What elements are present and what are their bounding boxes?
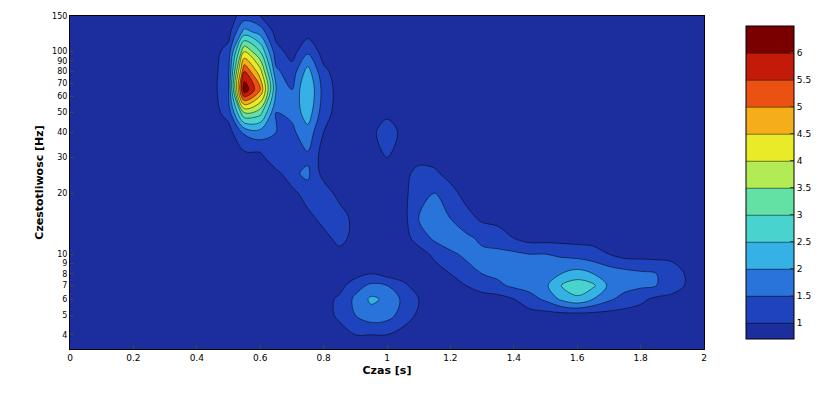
svg-text:40: 40 (57, 128, 67, 137)
svg-text:9: 9 (62, 259, 67, 268)
svg-text:20: 20 (57, 189, 67, 198)
svg-text:2: 2 (797, 264, 803, 274)
svg-text:6: 6 (797, 48, 803, 58)
svg-text:8: 8 (62, 270, 67, 279)
svg-text:3: 3 (797, 210, 803, 220)
svg-text:1.4: 1.4 (507, 353, 522, 363)
svg-text:1.8: 1.8 (633, 353, 648, 363)
svg-text:0.2: 0.2 (126, 353, 140, 363)
svg-text:1.6: 1.6 (570, 353, 585, 363)
svg-text:6: 6 (62, 295, 67, 304)
svg-text:1: 1 (384, 353, 390, 363)
svg-text:30: 30 (57, 153, 67, 162)
svg-text:4.5: 4.5 (797, 129, 811, 139)
svg-text:5: 5 (797, 102, 803, 112)
svg-text:2: 2 (701, 353, 707, 363)
svg-text:Czestotliwosc [Hz]: Czestotliwosc [Hz] (33, 125, 46, 239)
svg-text:80: 80 (57, 67, 67, 76)
svg-text:100: 100 (52, 47, 67, 56)
svg-text:4: 4 (797, 156, 803, 166)
svg-text:0.4: 0.4 (190, 353, 205, 363)
svg-text:1.2: 1.2 (443, 353, 457, 363)
svg-text:3.5: 3.5 (797, 183, 811, 193)
svg-text:90: 90 (57, 57, 67, 66)
svg-text:7: 7 (62, 281, 67, 290)
svg-text:10: 10 (57, 250, 67, 259)
svg-text:60: 60 (57, 92, 67, 101)
svg-text:5.5: 5.5 (797, 75, 811, 85)
svg-text:5: 5 (62, 311, 67, 320)
svg-text:0.6: 0.6 (253, 353, 268, 363)
svg-text:1: 1 (797, 318, 803, 328)
svg-text:150: 150 (52, 12, 67, 21)
svg-text:2.5: 2.5 (797, 237, 811, 247)
svg-text:0: 0 (67, 353, 73, 363)
svg-text:1.5: 1.5 (797, 291, 811, 301)
svg-text:0.8: 0.8 (316, 353, 331, 363)
svg-text:4: 4 (62, 331, 67, 340)
svg-text:50: 50 (57, 108, 67, 117)
svg-text:Czas [s]: Czas [s] (363, 364, 412, 377)
svg-text:70: 70 (57, 79, 67, 88)
